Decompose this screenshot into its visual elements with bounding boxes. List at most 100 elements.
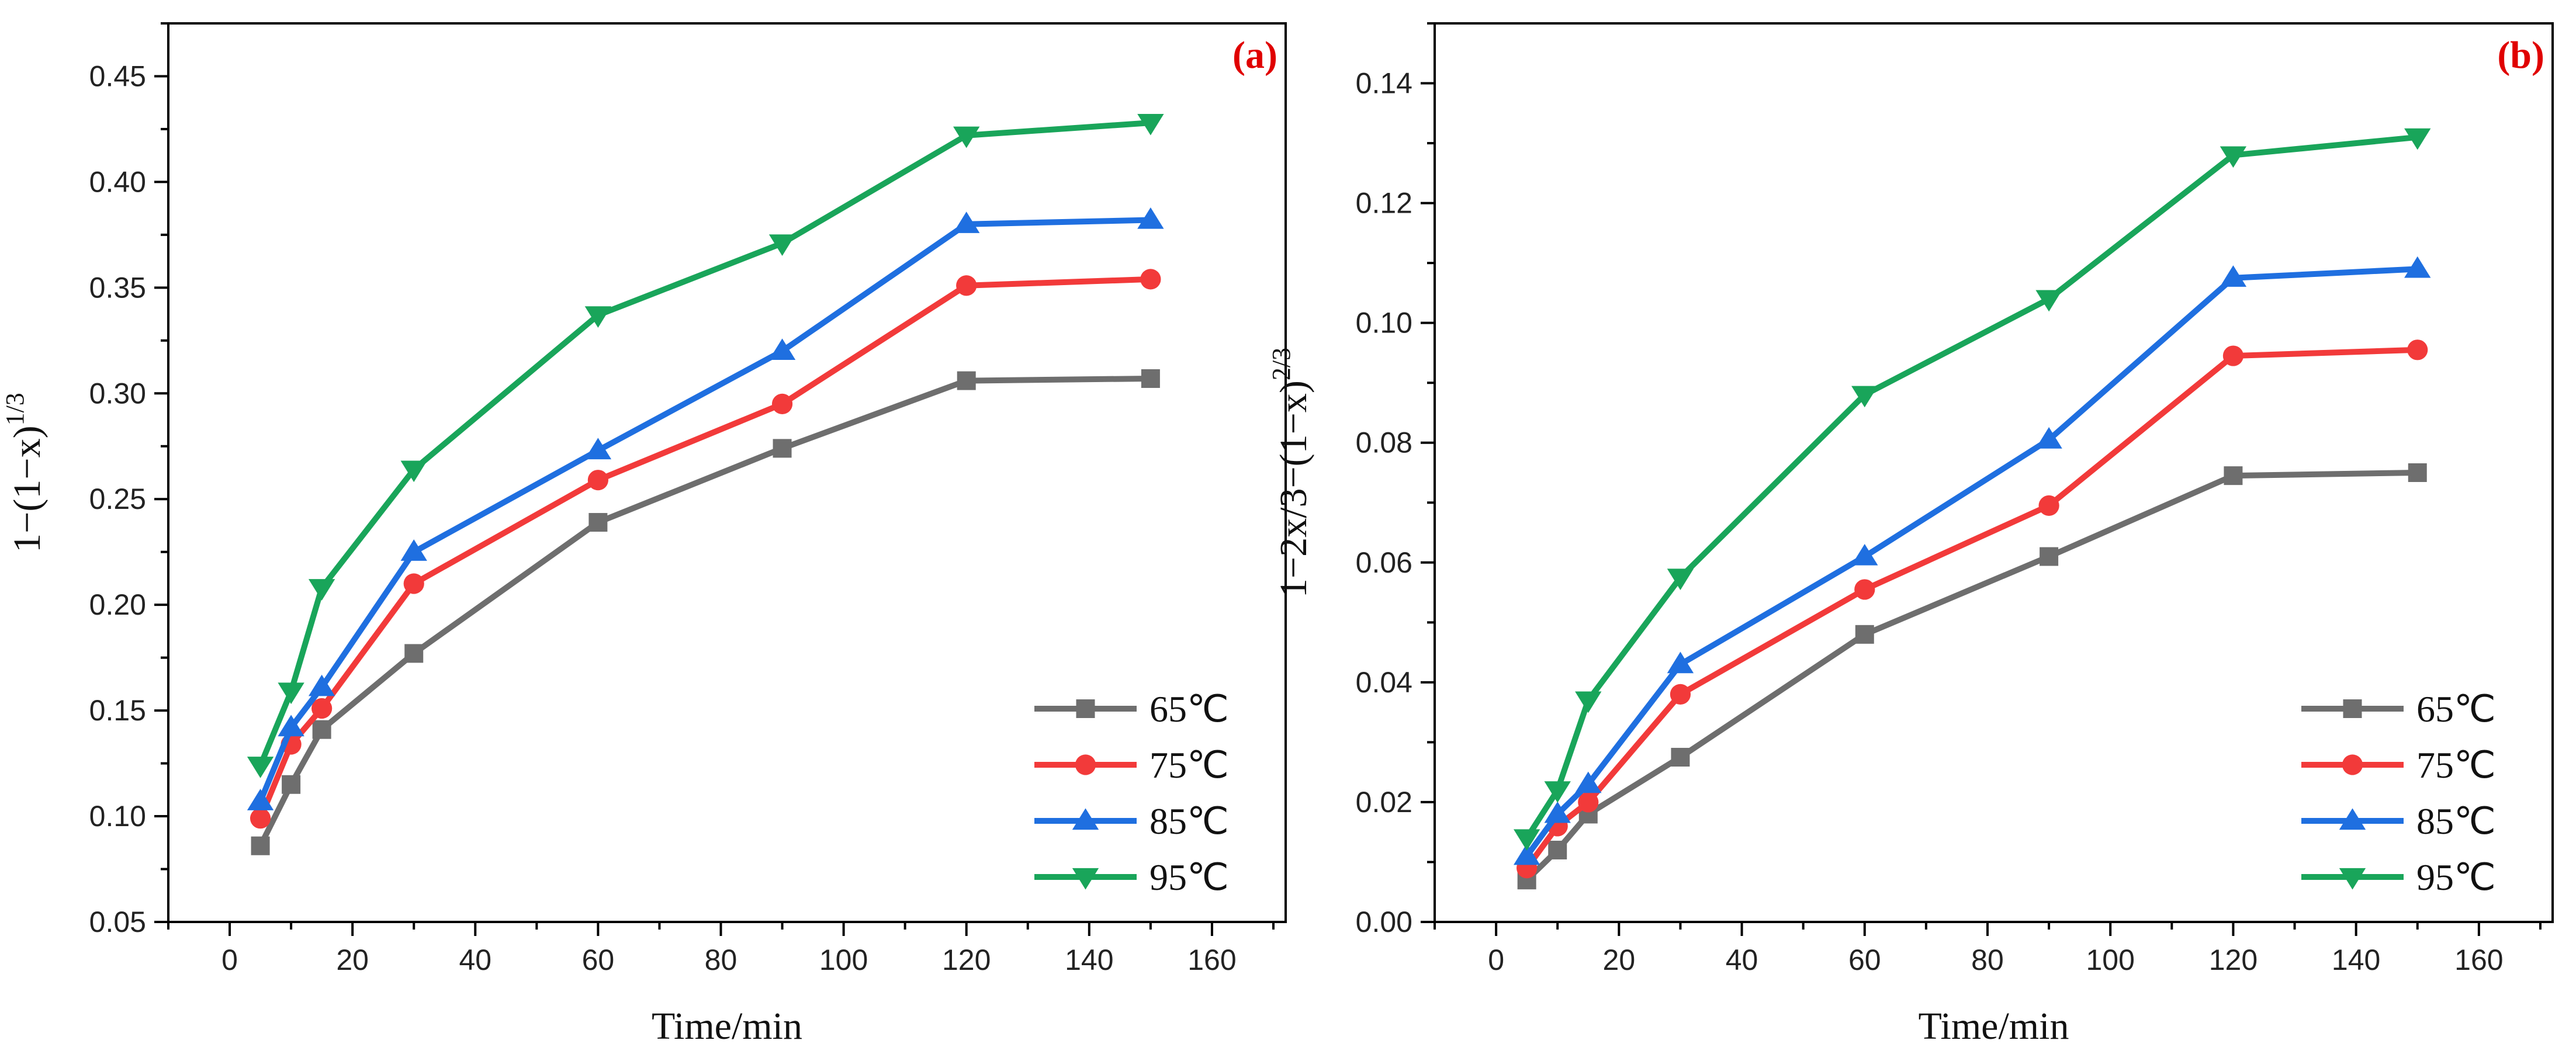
- x-tick-label: 20: [1603, 944, 1636, 976]
- data-point: [1670, 684, 1691, 705]
- data-point: [400, 460, 427, 483]
- y-axis-title: 1−2x/3−(1−x)2/3: [1267, 348, 1315, 598]
- x-tick-label: 120: [2209, 944, 2258, 976]
- x-tick-label: 60: [1848, 944, 1881, 976]
- data-point: [1855, 625, 1874, 644]
- legend-item: 85℃: [2301, 800, 2496, 842]
- data-point: [2035, 427, 2062, 449]
- y-tick-label: 0.02: [1356, 786, 1412, 819]
- data-point: [403, 573, 424, 594]
- legend-marker: [1072, 808, 1099, 830]
- data-point: [308, 674, 335, 696]
- data-point: [768, 338, 796, 360]
- panel-label: (b): [2497, 34, 2544, 77]
- y-tick-label: 0.06: [1356, 546, 1412, 579]
- data-point: [1513, 829, 1540, 851]
- series-line: [1524, 266, 2418, 858]
- x-tick-label: 100: [819, 944, 868, 976]
- series-65: [251, 369, 1160, 855]
- data-point: [1544, 801, 1571, 823]
- data-point: [771, 393, 793, 414]
- series-line: [257, 120, 1151, 767]
- series-95: [247, 113, 1164, 778]
- x-tick-label: 100: [2086, 944, 2134, 976]
- legend-label: 75℃: [1149, 744, 1229, 786]
- data-point: [2408, 463, 2427, 482]
- y-tick-label: 0.08: [1356, 427, 1412, 459]
- data-point: [1575, 691, 1602, 713]
- x-tick-label: 60: [582, 944, 615, 976]
- series-line: [1524, 134, 2418, 840]
- y-tick-label: 0.30: [89, 377, 146, 410]
- data-point: [311, 698, 333, 719]
- legend-label: 85℃: [2416, 800, 2496, 842]
- legend-marker: [1072, 868, 1099, 890]
- data-point: [1667, 568, 1694, 591]
- x-tick-label: 40: [459, 944, 491, 976]
- y-tick-label: 0.10: [1356, 307, 1412, 339]
- data-point: [247, 789, 274, 810]
- x-axis-title: Time/min: [652, 1005, 802, 1048]
- data-point: [308, 579, 335, 601]
- x-tick-label: 40: [1726, 944, 1758, 976]
- data-point: [1854, 579, 1875, 600]
- legend-item: 95℃: [2301, 857, 2496, 898]
- x-tick-label: 20: [336, 944, 369, 976]
- data-point: [1575, 771, 1602, 793]
- legend-item: 85℃: [1034, 800, 1229, 842]
- legend-marker: [1075, 754, 1096, 775]
- data-point: [584, 306, 612, 328]
- data-point: [2035, 290, 2062, 312]
- legend-marker: [2339, 808, 2366, 830]
- data-point: [1671, 748, 1690, 767]
- series-95: [1513, 128, 2431, 851]
- y-tick-label: 0.15: [89, 694, 146, 727]
- y-tick-label: 0.14: [1356, 67, 1412, 100]
- y-tick-label: 0.35: [89, 271, 146, 304]
- y-tick-label: 0.40: [89, 165, 146, 198]
- series-75: [250, 269, 1161, 829]
- data-point: [2040, 547, 2059, 566]
- data-point: [584, 438, 612, 460]
- data-point: [404, 644, 424, 663]
- data-point: [1667, 651, 1694, 674]
- x-tick-label: 140: [1065, 944, 1113, 976]
- data-point: [2220, 265, 2247, 287]
- data-point: [2220, 146, 2247, 168]
- y-axis-title: 1−(1−x)1/3: [1, 393, 49, 553]
- x-tick-label: 120: [942, 944, 991, 976]
- legend: 65℃ 75℃ 85℃ 95℃: [2301, 688, 2496, 898]
- x-tick-label: 80: [705, 944, 738, 976]
- data-point: [953, 126, 980, 148]
- data-point: [1851, 543, 1878, 566]
- panel-label: (a): [1232, 34, 1277, 77]
- data-point: [1513, 843, 1540, 865]
- y-tick-label: 0.04: [1356, 666, 1412, 699]
- legend-label: 65℃: [1149, 688, 1229, 730]
- series-line: [1525, 470, 2418, 882]
- data-point: [1548, 840, 1567, 859]
- legend-label: 95℃: [1149, 857, 1229, 898]
- legend-item: 65℃: [1034, 688, 1229, 730]
- legend-item: 95℃: [1034, 857, 1229, 898]
- x-tick-label: 0: [221, 944, 238, 976]
- plot-frame: [1434, 22, 2554, 923]
- data-point: [768, 234, 796, 256]
- data-point: [2407, 339, 2428, 360]
- y-tick-label: 0.25: [89, 483, 146, 515]
- panel-a: 0 20 40 60 80 100 120 140 160 0.05 0.10 0.15 0.20 0.2…: [1, 22, 1287, 1048]
- series-line: [257, 217, 1151, 803]
- data-point: [400, 539, 427, 561]
- y-tick-label: 0.45: [89, 60, 146, 92]
- data-point: [312, 720, 331, 739]
- data-point: [251, 836, 270, 855]
- data-point: [250, 808, 271, 829]
- data-point: [1140, 269, 1161, 290]
- y-tick-label: 0.00: [1356, 906, 1412, 938]
- x-tick-label: 0: [1488, 944, 1504, 976]
- y-tick-label: 0.05: [89, 906, 146, 938]
- x-tick-label: 140: [2332, 944, 2380, 976]
- series-65: [1517, 463, 2427, 890]
- data-point: [247, 757, 274, 778]
